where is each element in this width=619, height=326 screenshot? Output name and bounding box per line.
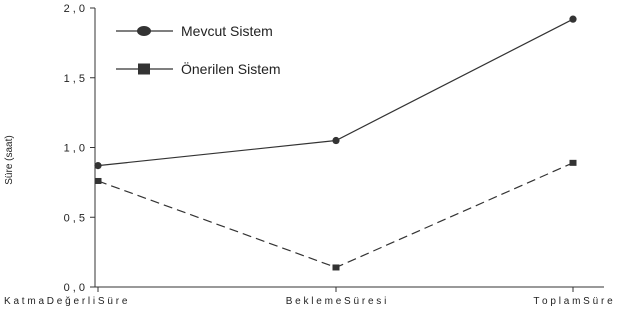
data-point-square [332, 264, 340, 271]
data-point-circle [332, 136, 340, 145]
legend-label: Mevcut Sistem [181, 23, 273, 39]
y-tick-label: 1 , 0 [64, 143, 85, 155]
y-tick-label: 1 , 5 [64, 73, 85, 85]
series-line-2 [97, 162, 574, 269]
legend-marker-square [138, 63, 150, 75]
y-tick-label: 2 , 0 [64, 3, 85, 15]
data-point-square [94, 177, 102, 184]
data-point-square [569, 159, 577, 166]
y-tick-label: 0 , 0 [64, 282, 85, 294]
y-tick-label: 0 , 5 [64, 212, 85, 224]
legend-marker-circle [137, 26, 151, 36]
y-axis-label: Süre (saat) [4, 135, 15, 184]
x-tick-label: K a t m a D e ğ e r l i S ü r e [4, 296, 128, 307]
data-point-circle [94, 162, 102, 170]
x-tick-label: T o p l a m S ü r e [533, 296, 613, 307]
legend: Mevcut Sistem Önerilen Sistem [116, 23, 281, 77]
legend-label: Önerilen Sistem [181, 60, 281, 77]
series-group [94, 15, 577, 271]
x-tick-label: B e k l e m e S ü r e s i [286, 296, 387, 307]
y-ticks: 0 , 0 0 , 5 1 , 0 1 , 5 2 , 0 [64, 3, 95, 294]
axes [94, 8, 604, 288]
data-point-circle [569, 15, 577, 23]
